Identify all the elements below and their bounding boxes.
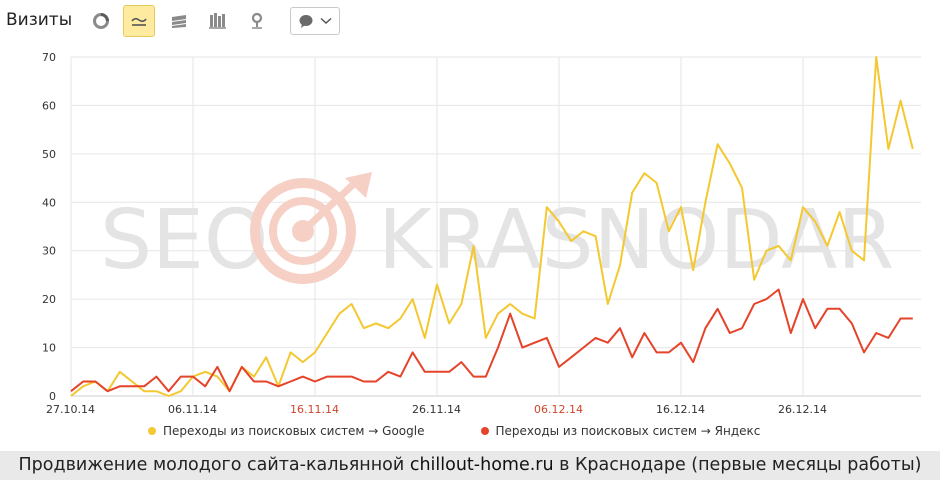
map-button[interactable] [241,5,273,37]
x-tick-label: 06.11.14 [168,403,217,414]
x-tick-label: 26.11.14 [412,403,461,414]
y-tick-label: 60 [42,99,56,112]
y-tick-label: 10 [42,342,56,355]
x-tick-label: 27.10.14 [46,403,95,414]
legend-item-google[interactable]: Переходы из поисковых систем → Google [148,424,425,438]
bar-chart-button[interactable] [201,5,233,37]
stacked-area-icon [172,15,186,28]
chart-grid [70,56,921,397]
speech-bubble-icon [299,14,313,28]
y-tick-label: 50 [42,148,56,161]
watermark-target-logo [250,172,372,284]
watermark-krasnodar-text: KRASNODAR [378,193,894,288]
chevron-down-icon [320,17,332,25]
legend-marker-google [148,427,156,435]
x-tick-label: 26.12.14 [778,403,827,414]
x-axis-ticks: 27.10.14 06.11.14 16.11.14 26.11.14 06.12.14… [46,403,827,414]
legend-label-google: Переходы из поисковых систем → Google [163,424,425,438]
stacked-area-button[interactable] [163,5,195,37]
chart-title: Визиты [6,10,73,30]
chart-legend: Переходы из поисковых систем → Google Пе… [148,424,816,438]
y-tick-label: 20 [42,293,56,306]
series-line-google [70,56,914,397]
series-line-yandex [70,288,913,393]
line-chart-button[interactable] [123,5,155,37]
y-tick-label: 0 [49,390,56,403]
line-chart-icon [131,17,147,26]
line-chart: SEO KRASNODAR 0 10 20 30 40 50 60 70 27.10.14 06… [42,51,921,414]
map-pin-icon [251,12,263,29]
y-tick-label: 70 [42,51,56,64]
watermark-seo-text: SEO [100,193,268,288]
caption-site-name: chillout-home.ru [409,455,554,475]
x-tick-label: 16.11.14 [290,403,339,414]
pie-chart-icon [93,13,109,29]
legend-label-yandex: Переходы из поисковых систем → Яндекс [495,424,761,438]
image-caption: Продвижение молодого сайта-кальянной chi… [0,451,940,480]
chart-toolbar: Визиты [0,0,940,42]
y-tick-label: 40 [42,196,56,209]
caption-text-start: Продвижение молодого сайта-кальянной [18,455,410,475]
legend-item-yandex[interactable]: Переходы из поисковых систем → Яндекс [480,424,761,438]
series-lines [70,56,914,397]
y-axis-ticks: 0 10 20 30 40 50 60 70 [42,51,56,403]
pie-chart-button[interactable] [85,5,117,37]
bar-chart-icon [209,13,226,29]
x-tick-label: 06.12.14 [534,403,583,414]
y-tick-label: 30 [42,245,56,258]
x-tick-label: 16.12.14 [656,403,705,414]
comment-select[interactable] [290,7,340,35]
legend-marker-yandex [480,427,489,435]
watermark: SEO KRASNODAR [100,172,894,288]
caption-text-end: в Краснодаре (первые месяцы работы) [553,455,922,475]
